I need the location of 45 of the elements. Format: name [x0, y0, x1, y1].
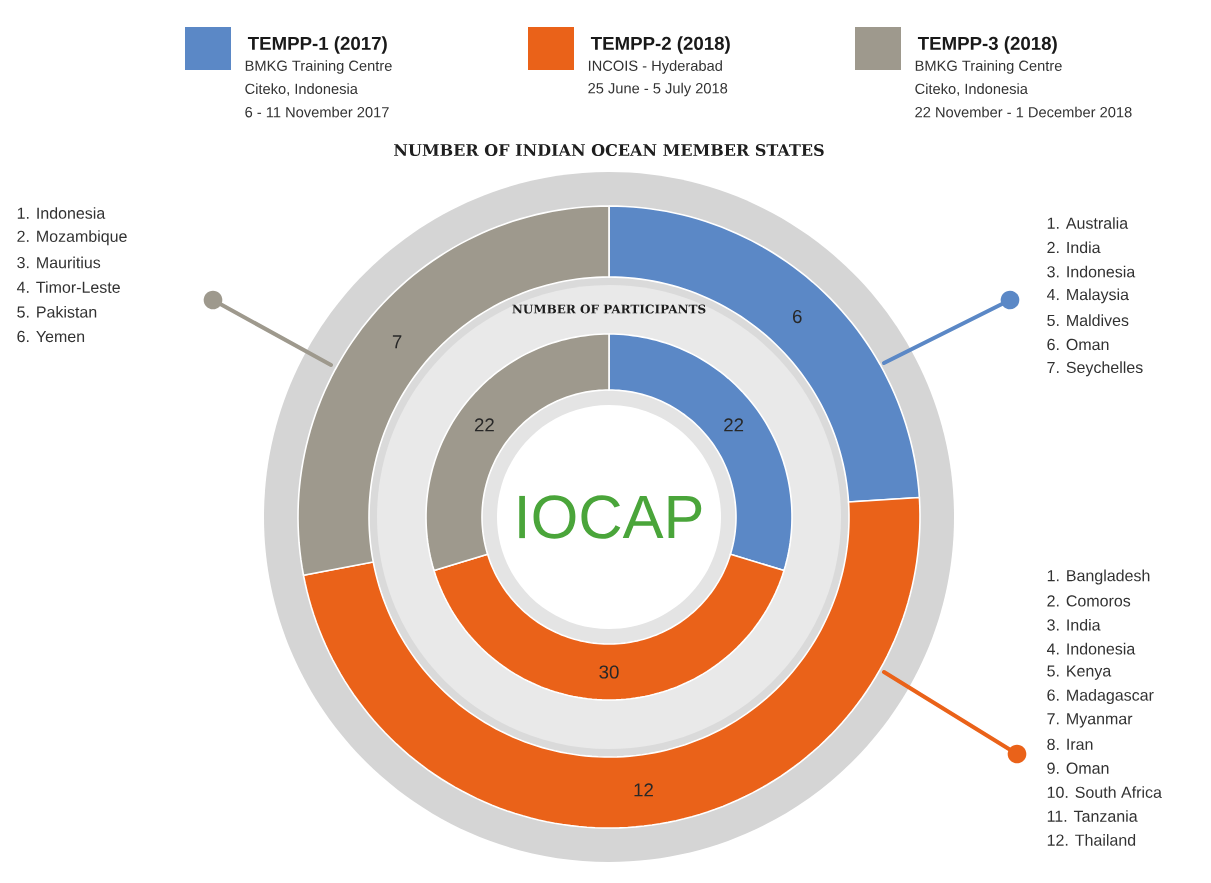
text: 3. Indonesia: [1047, 265, 1136, 278]
text: 4. Malaysia: [1046, 288, 1129, 304]
text: 6 - 11 November 2017: [245, 106, 389, 118]
text: 1. Indonesia: [17, 207, 106, 219]
data-label: 6: [793, 309, 802, 324]
text: 4. Indonesia: [1046, 642, 1136, 655]
text: 4. Timor-Leste: [16, 281, 120, 293]
data-label: 12: [634, 783, 653, 797]
text: 11. Tanzania: [1047, 810, 1138, 822]
text: Citeko, Indonesia: [245, 83, 358, 96]
text: 3. India: [1047, 618, 1101, 631]
text: 6. Madagascar: [1047, 689, 1154, 704]
legend-label: TEMPP-2 (2018): [590, 36, 730, 54]
text: 1. Australia: [1047, 217, 1129, 229]
data-label: 22: [474, 418, 494, 432]
text: Citeko, Indonesia: [915, 83, 1028, 96]
text: 22 November - 1 December 2018: [915, 106, 1132, 118]
text: BMKG Training Centre: [245, 60, 392, 74]
text: 12. Thailand: [1047, 834, 1136, 846]
text: 9. Oman: [1047, 762, 1109, 774]
text: 5. Kenya: [1047, 665, 1112, 680]
text: 6. Yemen: [17, 330, 85, 343]
text: IOCAP: [519, 495, 702, 539]
text: 2. Comoros: [1047, 595, 1131, 607]
text: BMKG Training Centre: [915, 60, 1062, 74]
text: 1. Bangladesh: [1047, 569, 1150, 585]
legend-label: TEMPP-1 (2017): [247, 36, 387, 54]
text: 7. Myanmar: [1047, 713, 1133, 728]
text: 25 June - 5 July 2018: [588, 82, 728, 97]
text: 5. Pakistan: [17, 305, 97, 318]
text: 3. Mauritius: [17, 256, 101, 269]
data-label: 30: [599, 665, 619, 679]
text: 8. Iran: [1047, 738, 1093, 750]
text: 5. Maldives: [1047, 314, 1129, 327]
legend-label: TEMPP-3 (2018): [917, 36, 1057, 54]
chart-title: NUMBER OF PARTICIPANTS: [512, 304, 706, 314]
text: 10. South Africa: [1047, 786, 1162, 798]
data-label: 22: [724, 418, 744, 432]
data-label: 7: [392, 335, 402, 349]
text: 2. Mozambique: [17, 230, 127, 246]
text: NUMBER OF INDIAN OCEAN MEMBER STATES: [394, 143, 824, 157]
text: INCOIS - Hyderabad: [588, 60, 722, 74]
text: 2. India: [1047, 241, 1101, 254]
text: 7. Seychelles: [1047, 361, 1143, 377]
text: 6. Oman: [1047, 338, 1109, 351]
